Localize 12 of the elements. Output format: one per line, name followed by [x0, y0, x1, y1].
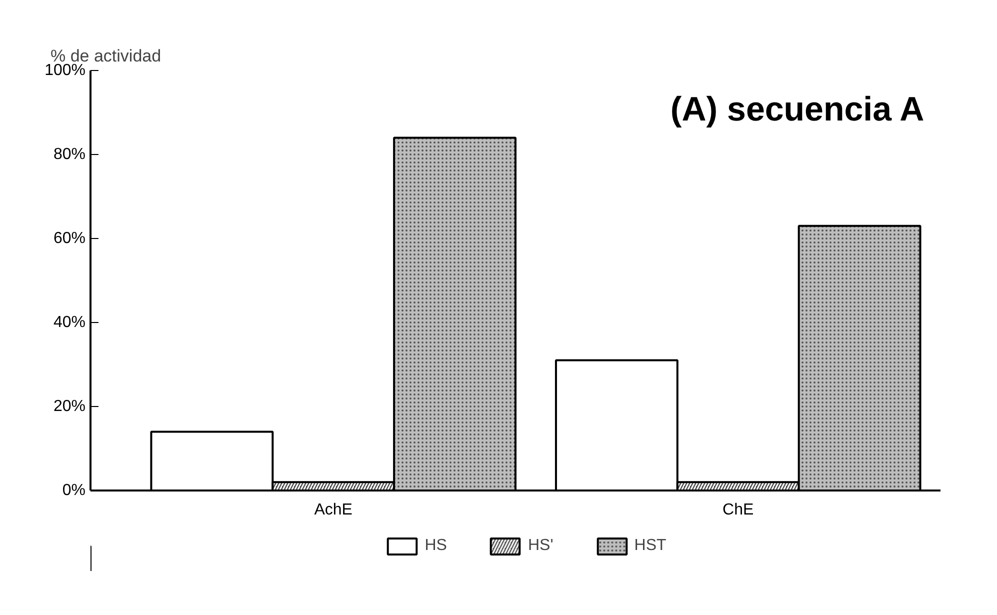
- y-tick-label: 80%: [53, 146, 86, 163]
- text: (A) secuencia A: [670, 90, 924, 128]
- legend-label: HS': [528, 537, 554, 555]
- legend-label: HST: [634, 537, 666, 555]
- y-tick-label: 60%: [53, 230, 86, 247]
- x-tick-label: AchE: [314, 502, 352, 518]
- x-tick-label: ChE: [722, 502, 754, 518]
- y-tick-label: 20%: [53, 398, 86, 415]
- y-tick-label: 100%: [44, 62, 86, 79]
- legend-label: HS: [424, 537, 447, 555]
- y-tick-label: 40%: [53, 314, 86, 331]
- y-tick-label: 0%: [62, 482, 86, 499]
